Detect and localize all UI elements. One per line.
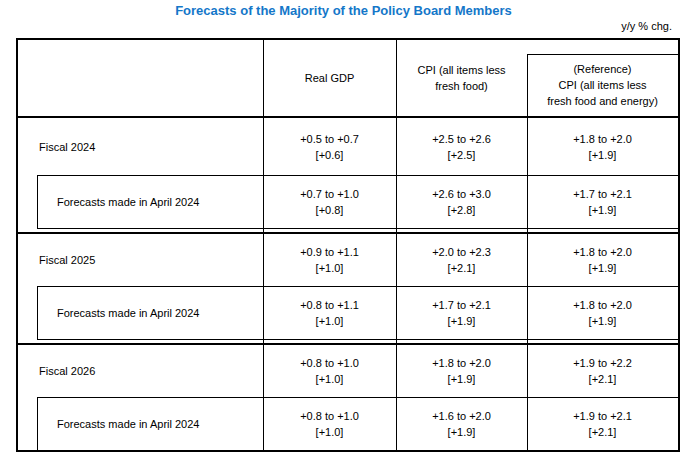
gdp-range: +0.9 to +1.1 — [300, 244, 359, 260]
row-label-april-2024-b: Forecasts made in April 2024 — [38, 287, 263, 339]
ref-cell-fiscal-2025: +1.8 to +2.0 [+1.9] — [527, 234, 678, 286]
ref-cell-fiscal-2026: +1.9 to +2.2 [+2.1] — [527, 345, 678, 397]
header-cell-cpi-reference: (Reference) CPI (all items less fresh fo… — [527, 54, 678, 116]
ref-range: +1.9 to +2.2 — [573, 355, 632, 371]
gdp-cell-april-a: +0.7 to +1.0 [+0.8] — [263, 176, 396, 228]
gdp-range: +0.7 to +1.0 — [300, 186, 359, 202]
row-label-fiscal-2026: Fiscal 2026 — [18, 345, 263, 397]
forecast-table: Real GDP CPI (all items less fresh food)… — [16, 38, 680, 452]
nested-box-bottom-1 — [37, 228, 678, 229]
cpi-median: [+1.9] — [448, 371, 476, 387]
ref-median: [+1.9] — [589, 147, 617, 163]
ref-cell-april-b: +1.8 to +2.0 [+1.9] — [527, 287, 678, 339]
cpi-cell-fiscal-2024: +2.5 to +2.6 [+2.5] — [396, 118, 527, 175]
nested-box-bottom-2 — [37, 339, 678, 340]
ref-median: [+2.1] — [589, 371, 617, 387]
page-title: Forecasts of the Majority of the Policy … — [0, 3, 687, 18]
gdp-median: [+0.6] — [316, 147, 344, 163]
cpi-cell-april-c: +1.6 to +2.0 [+1.9] — [396, 398, 527, 450]
row-label-april-2024-c: Forecasts made in April 2024 — [38, 398, 263, 450]
gdp-median: [+1.0] — [316, 424, 344, 440]
row-label-fiscal-2024: Fiscal 2024 — [18, 118, 263, 175]
header-cell-cpi: CPI (all items less fresh food) — [396, 40, 527, 116]
ref-median: [+2.1] — [589, 424, 617, 440]
gdp-median: [+1.0] — [316, 313, 344, 329]
gdp-range: +0.8 to +1.0 — [300, 408, 359, 424]
ref-cell-fiscal-2024: +1.8 to +2.0 [+1.9] — [527, 118, 678, 175]
cpi-range: +2.6 to +3.0 — [432, 186, 491, 202]
gdp-median: [+1.0] — [316, 371, 344, 387]
ref-range: +1.8 to +2.0 — [573, 131, 632, 147]
gdp-median: [+1.0] — [316, 260, 344, 276]
ref-range: +1.8 to +2.0 — [573, 297, 632, 313]
cpi-cell-april-a: +2.6 to +3.0 [+2.8] — [396, 176, 527, 228]
gdp-cell-fiscal-2025: +0.9 to +1.1 [+1.0] — [263, 234, 396, 286]
gdp-cell-fiscal-2026: +0.8 to +1.0 [+1.0] — [263, 345, 396, 397]
gdp-median: [+0.8] — [316, 202, 344, 218]
ref-median: [+1.9] — [589, 260, 617, 276]
ref-range: +1.9 to +2.1 — [573, 408, 632, 424]
gdp-range: +0.8 to +1.0 — [300, 355, 359, 371]
gdp-cell-fiscal-2024: +0.5 to +0.7 [+0.6] — [263, 118, 396, 175]
ref-median: [+1.9] — [589, 313, 617, 329]
ref-range: +1.8 to +2.0 — [573, 244, 632, 260]
ref-range: +1.7 to +2.1 — [573, 186, 632, 202]
cpi-range: +2.5 to +2.6 — [432, 131, 491, 147]
cpi-cell-fiscal-2025: +2.0 to +2.3 [+2.1] — [396, 234, 527, 286]
cpi-cell-april-b: +1.7 to +2.1 [+1.9] — [396, 287, 527, 339]
gdp-cell-april-b: +0.8 to +1.1 [+1.0] — [263, 287, 396, 339]
row-label-april-2024-a: Forecasts made in April 2024 — [38, 176, 263, 228]
header-cell-real-gdp: Real GDP — [263, 40, 396, 116]
cpi-median: [+2.1] — [448, 260, 476, 276]
gdp-range: +0.5 to +0.7 — [300, 131, 359, 147]
gdp-range: +0.8 to +1.1 — [300, 297, 359, 313]
cpi-cell-fiscal-2026: +1.8 to +2.0 [+1.9] — [396, 345, 527, 397]
report-page: Forecasts of the Majority of the Policy … — [0, 0, 687, 456]
cpi-range: +1.6 to +2.0 — [432, 408, 491, 424]
cpi-median: [+2.8] — [448, 202, 476, 218]
cpi-median: [+1.9] — [448, 424, 476, 440]
ref-median: [+1.9] — [589, 202, 617, 218]
cpi-median: [+1.9] — [448, 313, 476, 329]
cpi-range: +2.0 to +2.3 — [432, 244, 491, 260]
cpi-range: +1.8 to +2.0 — [432, 355, 491, 371]
cpi-range: +1.7 to +2.1 — [432, 297, 491, 313]
unit-note: y/y % chg. — [621, 20, 672, 32]
ref-cell-april-a: +1.7 to +2.1 [+1.9] — [527, 176, 678, 228]
cpi-median: [+2.5] — [448, 147, 476, 163]
gdp-cell-april-c: +0.8 to +1.0 [+1.0] — [263, 398, 396, 450]
row-label-fiscal-2025: Fiscal 2025 — [18, 234, 263, 286]
ref-cell-april-c: +1.9 to +2.1 [+2.1] — [527, 398, 678, 450]
